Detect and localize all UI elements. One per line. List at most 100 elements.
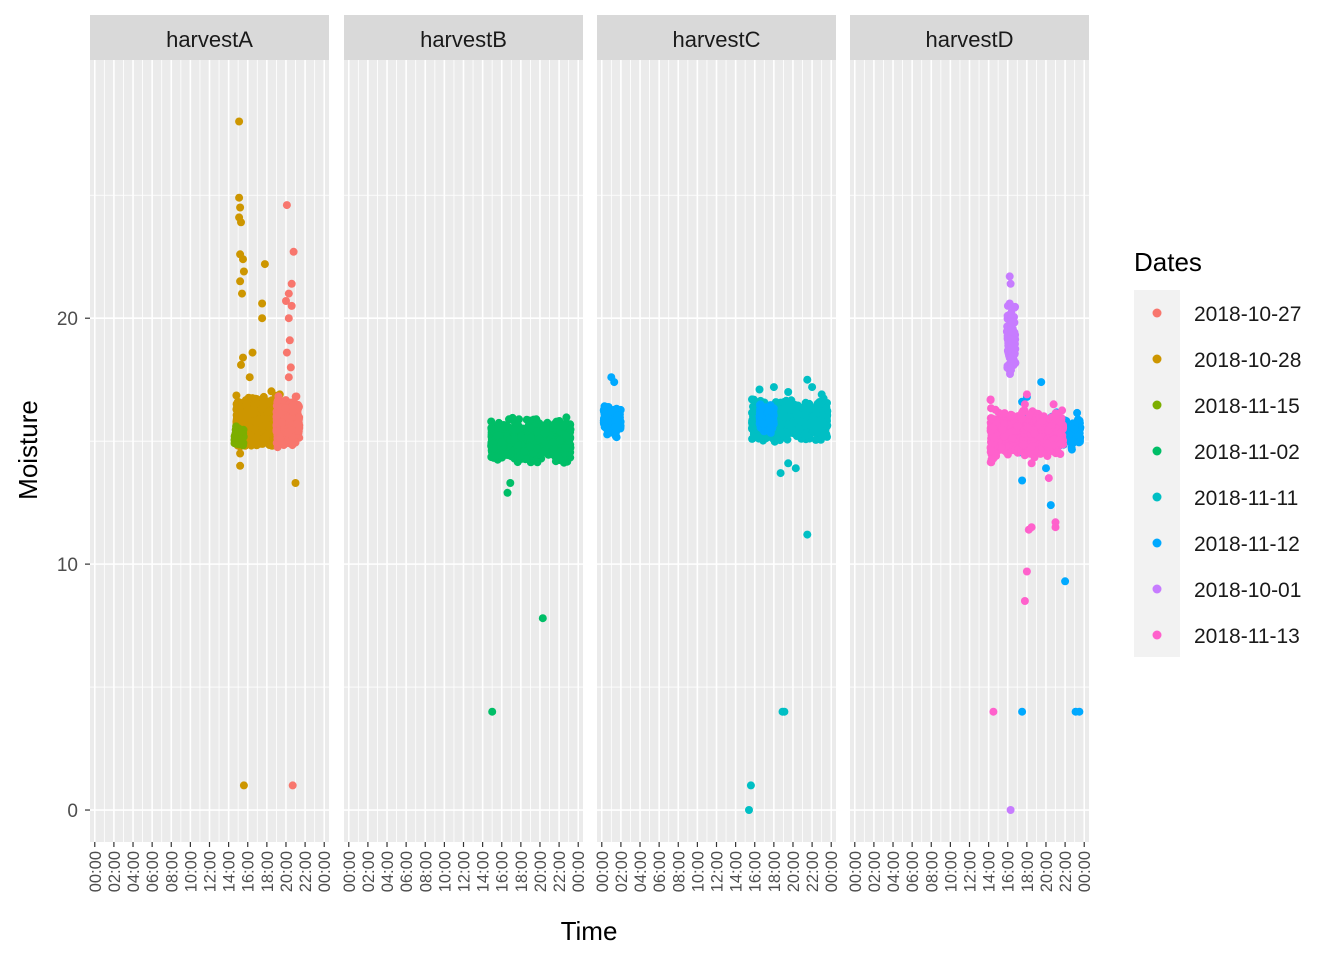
data-point bbox=[248, 348, 257, 357]
data-point bbox=[508, 413, 517, 422]
x-tick-label: 22:00 bbox=[297, 851, 315, 892]
data-point bbox=[749, 422, 758, 430]
data-point bbox=[232, 391, 241, 400]
x-tick-label: 22:00 bbox=[804, 851, 822, 892]
data-point bbox=[785, 399, 794, 408]
data-point bbox=[292, 419, 301, 428]
data-point bbox=[236, 428, 245, 436]
x-tick-label: 14:00 bbox=[475, 851, 493, 892]
data-point bbox=[612, 433, 621, 442]
data-point bbox=[506, 449, 515, 458]
x-tick-label: 20:00 bbox=[1038, 851, 1056, 892]
x-tick-label: 06:00 bbox=[904, 851, 922, 892]
data-point bbox=[251, 434, 260, 443]
data-point bbox=[764, 406, 773, 415]
x-tick-label: 00:00 bbox=[570, 851, 588, 892]
data-point bbox=[239, 781, 248, 790]
x-tick-label: 00:00 bbox=[316, 851, 334, 892]
x-tick-label: 10:00 bbox=[689, 851, 707, 892]
x-tick-label: 18:00 bbox=[1019, 851, 1037, 892]
data-point bbox=[236, 277, 245, 286]
data-point bbox=[784, 459, 793, 468]
x-tick-label: 06:00 bbox=[144, 851, 162, 892]
x-tick-label: 16:00 bbox=[1000, 851, 1018, 892]
data-point bbox=[535, 435, 544, 444]
x-tick-label: 04:00 bbox=[125, 851, 143, 892]
facet-strip-label: harvestB bbox=[420, 27, 507, 52]
facet-strip-label: harvestC bbox=[672, 27, 760, 52]
data-point bbox=[294, 413, 303, 422]
data-point bbox=[1070, 425, 1079, 434]
data-point bbox=[602, 410, 610, 419]
panel-grid bbox=[597, 60, 836, 842]
data-point bbox=[236, 203, 245, 212]
data-point bbox=[510, 426, 519, 435]
data-point bbox=[765, 418, 773, 427]
data-point bbox=[555, 436, 564, 445]
data-point bbox=[1075, 437, 1084, 446]
data-point bbox=[239, 267, 248, 276]
data-point bbox=[272, 412, 281, 421]
data-point bbox=[488, 707, 497, 716]
x-tick-label: 02:00 bbox=[106, 851, 124, 892]
x-tick-label: 04:00 bbox=[885, 851, 903, 892]
data-point bbox=[235, 193, 244, 202]
x-tick-label: 14:00 bbox=[221, 851, 239, 892]
data-point bbox=[806, 402, 815, 411]
data-point bbox=[272, 427, 281, 435]
data-point bbox=[250, 425, 259, 434]
x-tick-label: 08:00 bbox=[670, 851, 688, 892]
x-tick-label: 00:00 bbox=[847, 851, 865, 892]
data-point bbox=[236, 449, 245, 458]
panel-grid bbox=[90, 60, 329, 842]
x-tick-label: 20:00 bbox=[785, 851, 803, 892]
data-point bbox=[257, 405, 266, 414]
data-point bbox=[281, 404, 290, 412]
x-tick-label: 08:00 bbox=[163, 851, 181, 892]
data-point bbox=[526, 424, 535, 433]
data-point bbox=[794, 410, 803, 419]
x-tick-label: 12:00 bbox=[709, 851, 727, 892]
x-tick-label: 18:00 bbox=[259, 851, 277, 892]
x-tick-label: 16:00 bbox=[747, 851, 765, 892]
data-point bbox=[614, 411, 623, 420]
data-point bbox=[533, 444, 542, 453]
data-point bbox=[288, 781, 297, 790]
x-tick-label: 14:00 bbox=[981, 851, 999, 892]
data-point bbox=[776, 469, 785, 478]
data-point bbox=[487, 417, 496, 426]
x-tick-label: 18:00 bbox=[513, 851, 531, 892]
data-point bbox=[779, 409, 788, 418]
x-tick-label: 12:00 bbox=[202, 851, 220, 892]
data-point bbox=[613, 421, 622, 430]
data-point bbox=[601, 422, 609, 431]
x-tick-label: 00:00 bbox=[87, 851, 105, 892]
x-tick-label: 16:00 bbox=[240, 851, 258, 892]
data-point bbox=[789, 405, 798, 414]
data-point bbox=[278, 418, 286, 427]
data-point bbox=[526, 433, 535, 442]
data-point bbox=[748, 395, 756, 404]
data-point bbox=[610, 378, 619, 387]
x-tick-label: 10:00 bbox=[942, 851, 960, 892]
points-layer bbox=[986, 272, 1085, 814]
data-point bbox=[285, 414, 293, 423]
data-point bbox=[487, 423, 496, 432]
data-point bbox=[260, 260, 269, 269]
data-point bbox=[493, 431, 502, 440]
data-point bbox=[549, 438, 558, 447]
data-point bbox=[769, 383, 778, 392]
data-point bbox=[273, 443, 282, 452]
data-point bbox=[809, 414, 818, 423]
data-point bbox=[550, 450, 559, 459]
x-tick-label: 20:00 bbox=[278, 851, 296, 892]
x-tick-label: 00:00 bbox=[823, 851, 841, 892]
data-point bbox=[1068, 437, 1077, 446]
data-point bbox=[261, 415, 270, 424]
data-point bbox=[500, 422, 509, 431]
data-point bbox=[515, 415, 523, 424]
data-point bbox=[232, 422, 241, 431]
